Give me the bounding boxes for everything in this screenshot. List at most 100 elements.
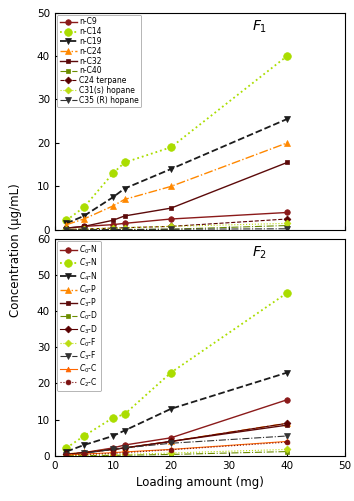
n-C19 — [82, 213, 86, 219]
n-C14 — [122, 159, 127, 165]
C24 terpane — [122, 224, 127, 230]
n-C14 — [64, 217, 69, 223]
$C_3$-P — [169, 438, 173, 444]
$C_3$-F — [64, 452, 69, 458]
n-C32 — [111, 217, 115, 223]
$C_0$-N — [169, 435, 173, 441]
$C_3$-D — [169, 438, 173, 444]
n-C9 — [169, 216, 173, 222]
Legend: n-C9, n-C14, n-C19, n-C24, n-C32, n-C40, C24 terpane, C31(s) hopane, C35 (R) hop: n-C9, n-C14, n-C19, n-C24, n-C32, n-C40,… — [57, 15, 141, 107]
n-C14 — [285, 53, 289, 59]
$C_0$-D — [169, 451, 173, 457]
X-axis label: Loading amount (mg): Loading amount (mg) — [136, 476, 264, 489]
C35 (R) hopane — [169, 226, 173, 232]
Line: $C_3$-N: $C_3$-N — [63, 289, 291, 452]
Line: n-C24: n-C24 — [63, 140, 290, 228]
Line: $C_4$-N: $C_4$-N — [63, 369, 291, 455]
$C_0$-N — [82, 449, 86, 455]
$C_0$-C — [82, 451, 86, 457]
$C_0$-N — [285, 397, 289, 403]
$C_2$-C — [285, 439, 289, 445]
n-C9 — [285, 209, 289, 215]
Line: C35 (R) hopane: C35 (R) hopane — [64, 226, 290, 232]
C35 (R) hopane — [122, 226, 127, 232]
$C_2$-C — [169, 447, 173, 453]
Line: $C_0$-P: $C_0$-P — [63, 420, 290, 457]
Line: n-C40: n-C40 — [64, 223, 290, 232]
Line: $C_0$-F: $C_0$-F — [64, 447, 290, 458]
$C_0$-F — [122, 451, 127, 457]
$C_3$-F — [111, 446, 115, 452]
$C_0$-P — [111, 446, 115, 452]
n-C40 — [169, 226, 173, 232]
Line: C24 terpane: C24 terpane — [64, 216, 290, 232]
n-C9 — [111, 221, 115, 227]
n-C40 — [64, 226, 69, 232]
n-C24 — [169, 183, 173, 189]
n-C9 — [64, 225, 69, 231]
n-C40 — [285, 222, 289, 228]
n-C19 — [64, 220, 69, 226]
C35 (R) hopane — [285, 226, 289, 232]
$C_4$-N — [64, 448, 69, 454]
$C_0$-F — [64, 452, 69, 458]
$C_3$-P — [111, 446, 115, 452]
$C_3$-F — [285, 433, 289, 439]
$C_0$-F — [111, 452, 115, 458]
n-C14 — [111, 170, 115, 176]
C24 terpane — [169, 223, 173, 229]
C35 (R) hopane — [82, 226, 86, 232]
n-C32 — [64, 225, 69, 231]
n-C24 — [82, 216, 86, 222]
$C_3$-P — [82, 449, 86, 455]
n-C19 — [169, 166, 173, 172]
Line: $C_3$-D: $C_3$-D — [64, 421, 290, 457]
n-C32 — [285, 159, 289, 165]
$C_3$-D — [82, 449, 86, 455]
$C_2$-C — [64, 452, 69, 458]
$C_2$-C — [82, 451, 86, 457]
$C_0$-F — [82, 452, 86, 458]
C31(s) hopane — [64, 226, 69, 232]
Line: $C_0$-C: $C_0$-C — [64, 439, 290, 457]
C35 (R) hopane — [64, 227, 69, 233]
n-C24 — [285, 140, 289, 146]
$C_0$-D — [122, 452, 127, 458]
Line: n-C9: n-C9 — [64, 210, 290, 231]
C24 terpane — [82, 226, 86, 232]
Line: n-C14: n-C14 — [63, 52, 291, 224]
$C_2$-C — [111, 450, 115, 456]
$C_4$-N — [285, 370, 289, 376]
n-C14 — [169, 144, 173, 150]
n-C32 — [82, 223, 86, 229]
$C_0$-C — [122, 449, 127, 455]
Text: $\mathit{F}_2$: $\mathit{F}_2$ — [252, 245, 268, 262]
$C_3$-P — [285, 422, 289, 428]
$C_3$-D — [122, 445, 127, 451]
n-C14 — [82, 204, 86, 210]
$C_0$-D — [82, 452, 86, 458]
n-C24 — [111, 203, 115, 209]
Legend: $C_0$-N, $C_3$-N, $C_4$-N, $C_0$-P, $C_3$-P, $C_0$-D, $C_3$-D, $C_0$-F, $C_3$-F,: $C_0$-N, $C_3$-N, $C_4$-N, $C_0$-P, $C_3… — [57, 241, 101, 391]
Text: Concentration (μg/mL): Concentration (μg/mL) — [9, 184, 22, 317]
$C_0$-C — [64, 452, 69, 458]
n-C40 — [122, 226, 127, 232]
Line: C31(s) hopane: C31(s) hopane — [64, 221, 290, 231]
$C_0$-C — [111, 449, 115, 455]
$C_4$-N — [122, 427, 127, 433]
$C_0$-N — [122, 442, 127, 448]
$C_0$-P — [285, 420, 289, 426]
C31(s) hopane — [169, 223, 173, 229]
Text: $\mathit{F}_1$: $\mathit{F}_1$ — [252, 19, 268, 36]
C31(s) hopane — [122, 224, 127, 230]
$C_0$-D — [111, 452, 115, 458]
$C_0$-C — [285, 438, 289, 444]
n-C32 — [169, 205, 173, 211]
$C_0$-D — [285, 448, 289, 454]
$C_0$-P — [122, 445, 127, 451]
$C_0$-F — [285, 446, 289, 452]
$C_4$-N — [169, 406, 173, 412]
Line: n-C32: n-C32 — [64, 160, 290, 230]
n-C40 — [111, 226, 115, 232]
$C_3$-D — [285, 420, 289, 426]
